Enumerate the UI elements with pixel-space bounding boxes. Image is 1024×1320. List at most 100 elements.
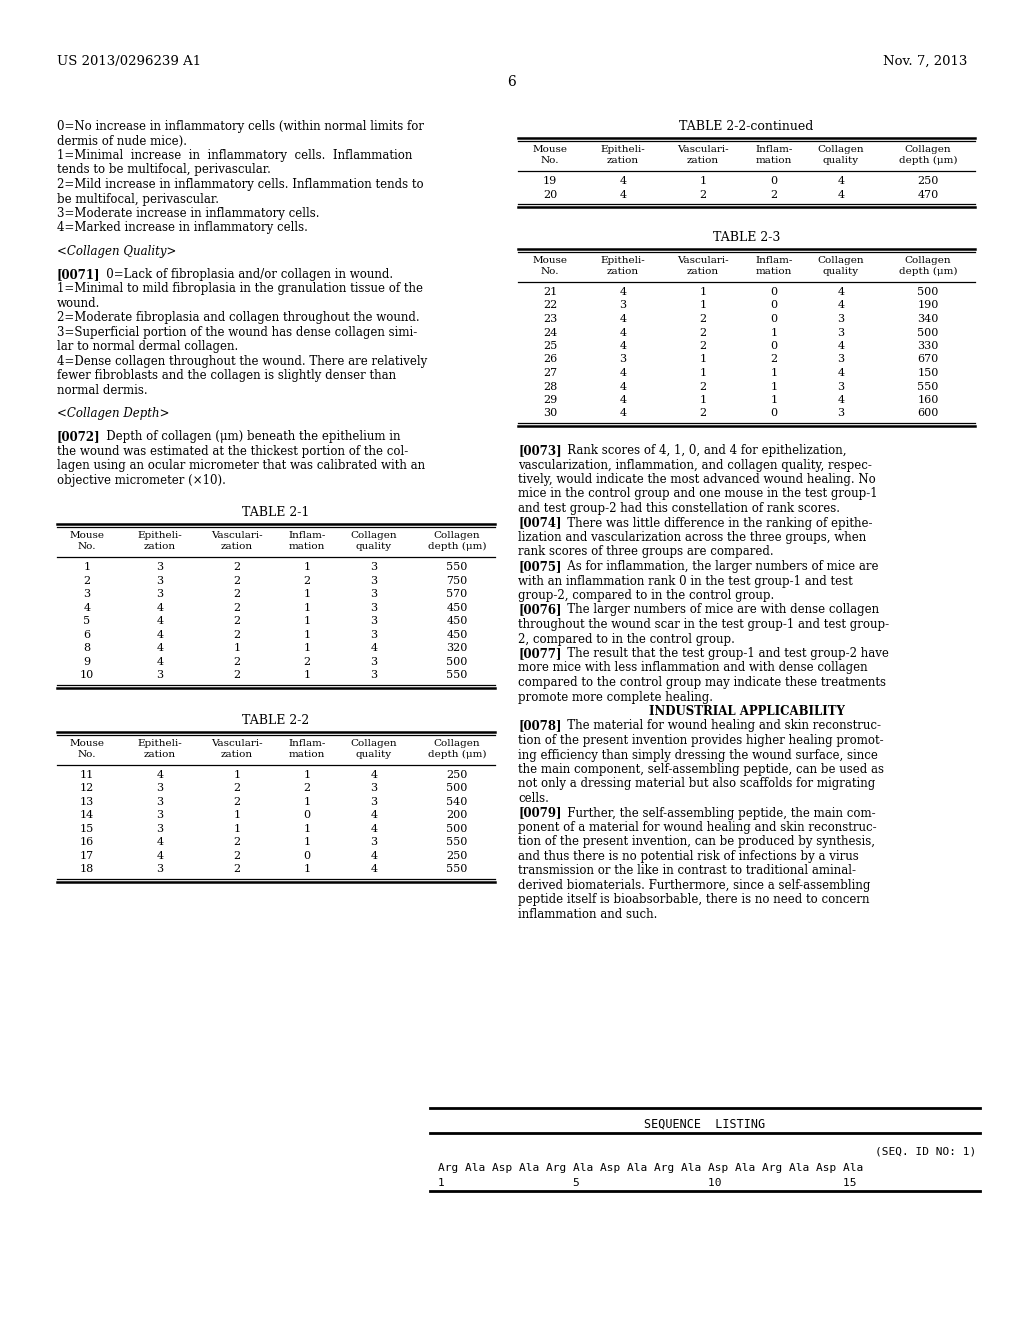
Text: 1: 1 (699, 355, 707, 364)
Text: 500: 500 (446, 783, 468, 793)
Text: 1=Minimal  increase  in  inflammatory  cells.  Inflammation: 1=Minimal increase in inflammatory cells… (57, 149, 413, 162)
Text: 4: 4 (838, 395, 845, 405)
Text: 4: 4 (620, 314, 627, 323)
Text: 2: 2 (233, 630, 241, 640)
Text: 4: 4 (620, 176, 627, 186)
Text: 3: 3 (620, 355, 627, 364)
Text: depth (μm): depth (μm) (428, 543, 486, 552)
Text: 3: 3 (371, 657, 378, 667)
Text: peptide itself is bioabsorbable, there is no need to concern: peptide itself is bioabsorbable, there i… (518, 894, 869, 907)
Text: 24: 24 (543, 327, 557, 338)
Text: depth (μm): depth (μm) (428, 750, 486, 759)
Text: mation: mation (756, 267, 793, 276)
Text: 19: 19 (543, 176, 557, 186)
Text: zation: zation (607, 156, 639, 165)
Text: 2: 2 (233, 783, 241, 793)
Text: 30: 30 (543, 408, 557, 418)
Text: No.: No. (78, 543, 96, 552)
Text: be multifocal, perivascular.: be multifocal, perivascular. (57, 193, 219, 206)
Text: 3: 3 (157, 810, 164, 820)
Text: depth (μm): depth (μm) (899, 156, 957, 165)
Text: Collagen: Collagen (904, 145, 951, 154)
Text: 450: 450 (446, 630, 468, 640)
Text: The material for wound healing and skin reconstruc-: The material for wound healing and skin … (556, 719, 881, 733)
Text: [0074]: [0074] (518, 516, 561, 529)
Text: 670: 670 (918, 355, 939, 364)
Text: 330: 330 (918, 341, 939, 351)
Text: zation: zation (144, 543, 176, 552)
Text: 4: 4 (157, 643, 164, 653)
Text: 1: 1 (303, 824, 310, 834)
Text: mation: mation (756, 156, 793, 165)
Text: 21: 21 (543, 286, 557, 297)
Text: the main component, self-assembling peptide, can be used as: the main component, self-assembling pept… (518, 763, 884, 776)
Text: 540: 540 (446, 797, 468, 807)
Text: 4: 4 (371, 643, 378, 653)
Text: 1: 1 (699, 286, 707, 297)
Text: 4: 4 (620, 381, 627, 392)
Text: Mouse: Mouse (532, 145, 567, 154)
Text: 3: 3 (371, 783, 378, 793)
Text: Inflam-: Inflam- (289, 531, 326, 540)
Text: tion of the present invention provides higher healing promot-: tion of the present invention provides h… (518, 734, 884, 747)
Text: 2, compared to in the control group.: 2, compared to in the control group. (518, 632, 735, 645)
Text: 4=Dense collagen throughout the wound. There are relatively: 4=Dense collagen throughout the wound. T… (57, 355, 427, 368)
Text: 1: 1 (303, 616, 310, 626)
Text: 1: 1 (770, 381, 777, 392)
Text: 0: 0 (303, 851, 310, 861)
Text: fewer fibroblasts and the collagen is slightly denser than: fewer fibroblasts and the collagen is sl… (57, 370, 396, 383)
Text: Collagen: Collagen (818, 145, 864, 154)
Text: 600: 600 (918, 408, 939, 418)
Text: 2: 2 (233, 797, 241, 807)
Text: 1: 1 (699, 301, 707, 310)
Text: SEQUENCE  LISTING: SEQUENCE LISTING (644, 1118, 766, 1131)
Text: vascularization, inflammation, and collagen quality, respec-: vascularization, inflammation, and colla… (518, 458, 871, 471)
Text: 190: 190 (918, 301, 939, 310)
Text: [0079]: [0079] (518, 807, 561, 820)
Text: Collagen: Collagen (350, 739, 397, 748)
Text: lar to normal dermal collagen.: lar to normal dermal collagen. (57, 341, 239, 354)
Text: 4: 4 (157, 603, 164, 612)
Text: 4: 4 (157, 770, 164, 780)
Text: Collagen: Collagen (350, 531, 397, 540)
Text: Epitheli-: Epitheli- (137, 739, 182, 748)
Text: rank scores of three groups are compared.: rank scores of three groups are compared… (518, 545, 773, 558)
Text: Inflam-: Inflam- (289, 739, 326, 748)
Text: not only a dressing material but also scaffolds for migrating: not only a dressing material but also sc… (518, 777, 876, 791)
Text: 1: 1 (699, 395, 707, 405)
Text: 2: 2 (699, 341, 707, 351)
Text: 3: 3 (838, 327, 845, 338)
Text: 1: 1 (83, 562, 90, 573)
Text: 3: 3 (157, 824, 164, 834)
Text: 2: 2 (233, 589, 241, 599)
Text: 4: 4 (371, 824, 378, 834)
Text: TABLE 2-1: TABLE 2-1 (243, 507, 309, 519)
Text: 20: 20 (543, 190, 557, 199)
Text: 0=Lack of fibroplasia and/or collagen in wound.: 0=Lack of fibroplasia and/or collagen in… (95, 268, 393, 281)
Text: 3: 3 (838, 381, 845, 392)
Text: <Collagen Depth>: <Collagen Depth> (57, 407, 170, 420)
Text: depth (μm): depth (μm) (899, 267, 957, 276)
Text: 4: 4 (620, 341, 627, 351)
Text: As for inflammation, the larger numbers of mice are: As for inflammation, the larger numbers … (556, 560, 879, 573)
Text: Nov. 7, 2013: Nov. 7, 2013 (883, 55, 967, 69)
Text: 2=Mild increase in inflammatory cells. Inflammation tends to: 2=Mild increase in inflammatory cells. I… (57, 178, 424, 191)
Text: more mice with less inflammation and with dense collagen: more mice with less inflammation and wit… (518, 661, 867, 675)
Text: Mouse: Mouse (70, 739, 104, 748)
Text: 1: 1 (303, 562, 310, 573)
Text: 1: 1 (233, 810, 241, 820)
Text: 3: 3 (157, 576, 164, 586)
Text: 1: 1 (770, 327, 777, 338)
Text: tion of the present invention, can be produced by synthesis,: tion of the present invention, can be pr… (518, 836, 874, 849)
Text: 2: 2 (233, 865, 241, 874)
Text: and thus there is no potential risk of infections by a virus: and thus there is no potential risk of i… (518, 850, 859, 863)
Text: 2: 2 (770, 355, 777, 364)
Text: quality: quality (823, 156, 859, 165)
Text: 2: 2 (233, 562, 241, 573)
Text: 3: 3 (371, 616, 378, 626)
Text: Mouse: Mouse (532, 256, 567, 265)
Text: 500: 500 (918, 286, 939, 297)
Text: 4: 4 (83, 603, 90, 612)
Text: Further, the self-assembling peptide, the main com-: Further, the self-assembling peptide, th… (556, 807, 876, 820)
Text: 4: 4 (157, 616, 164, 626)
